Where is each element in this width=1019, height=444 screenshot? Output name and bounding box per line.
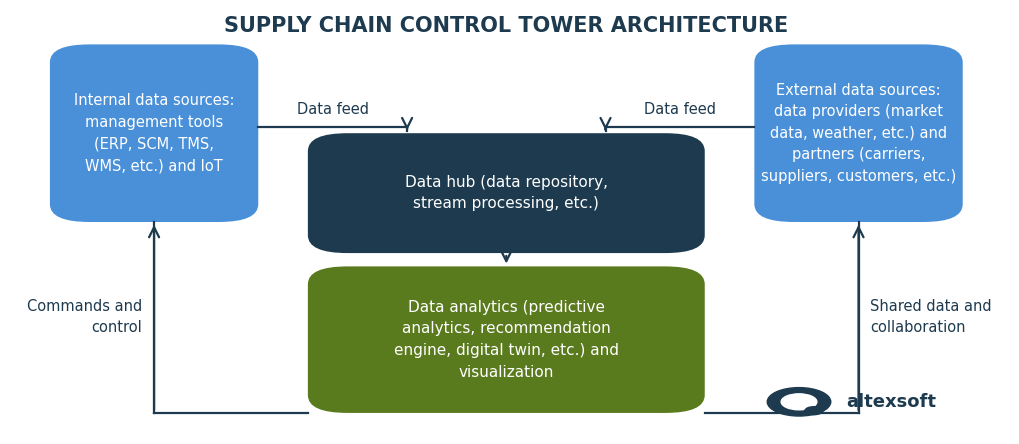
Text: Data analytics (predictive
analytics, recommendation
engine, digital twin, etc.): Data analytics (predictive analytics, re…: [393, 300, 619, 380]
Text: altexsoft: altexsoft: [847, 393, 936, 411]
Text: Data feed: Data feed: [644, 102, 716, 117]
Circle shape: [767, 388, 830, 416]
Text: Internal data sources:
management tools
(ERP, SCM, TMS,
WMS, etc.) and IoT: Internal data sources: management tools …: [73, 93, 234, 173]
Text: Data hub (data repository,
stream processing, etc.): Data hub (data repository, stream proces…: [405, 175, 607, 211]
Circle shape: [782, 394, 817, 410]
Circle shape: [805, 407, 822, 415]
Text: Commands and
control: Commands and control: [26, 299, 143, 336]
Text: SUPPLY CHAIN CONTROL TOWER ARCHITECTURE: SUPPLY CHAIN CONTROL TOWER ARCHITECTURE: [224, 16, 789, 36]
FancyBboxPatch shape: [308, 266, 705, 413]
Text: Data feed: Data feed: [297, 102, 369, 117]
FancyBboxPatch shape: [50, 44, 258, 222]
Text: External data sources:
data providers (market
data, weather, etc.) and
partners : External data sources: data providers (m…: [761, 83, 956, 184]
FancyBboxPatch shape: [754, 44, 963, 222]
Text: Shared data and
collaboration: Shared data and collaboration: [870, 299, 993, 336]
FancyBboxPatch shape: [308, 133, 705, 253]
